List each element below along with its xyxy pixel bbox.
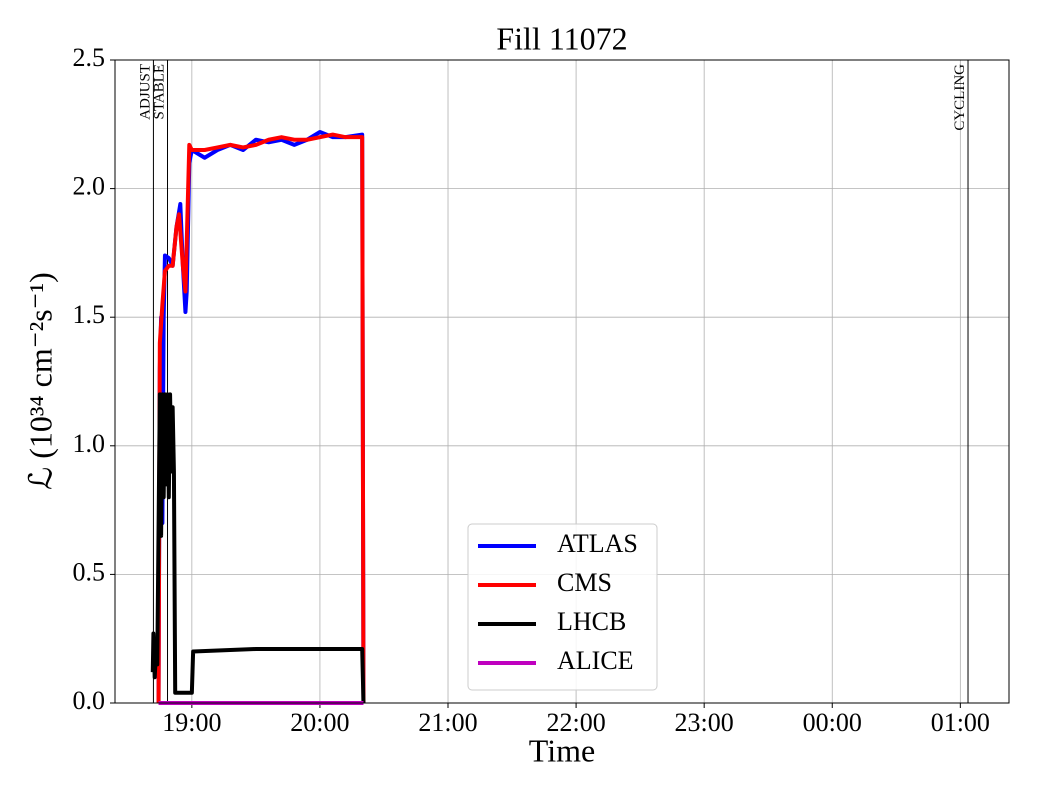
x-tick-label: 01:00 bbox=[931, 708, 990, 737]
series-line bbox=[156, 132, 366, 704]
legend-label: ALICE bbox=[557, 646, 634, 675]
x-axis-label: Time bbox=[529, 732, 595, 768]
chart-title: Fill 11072 bbox=[496, 20, 627, 56]
x-tick-label: 00:00 bbox=[803, 708, 862, 737]
x-tick-label: 21:00 bbox=[418, 708, 477, 737]
x-tick-label: 19:00 bbox=[162, 708, 221, 737]
x-tick-label: 20:00 bbox=[290, 708, 349, 737]
y-tick-label: 0.5 bbox=[73, 557, 106, 586]
y-axis-label: ℒ (10³⁴ cm⁻²s⁻¹) bbox=[22, 272, 58, 490]
event-label: ADJUST bbox=[137, 64, 153, 120]
series-line bbox=[150, 392, 366, 704]
y-tick-label: 0.0 bbox=[73, 686, 106, 715]
x-tick-label: 23:00 bbox=[675, 708, 734, 737]
legend-label: LHCB bbox=[557, 607, 626, 636]
plot-frame bbox=[114, 59, 1010, 704]
event-label: STABLE bbox=[152, 64, 168, 119]
legend-box bbox=[467, 523, 658, 691]
legend-label: ATLAS bbox=[557, 529, 638, 558]
event-label: CYCLING bbox=[952, 64, 968, 131]
y-tick-label: 2.0 bbox=[73, 172, 106, 201]
x-tick-label: 22:00 bbox=[546, 708, 605, 737]
y-tick-label: 1.0 bbox=[73, 429, 106, 458]
y-tick-label: 1.5 bbox=[73, 300, 106, 329]
legend: ATLAS CMS LHCB ALICE bbox=[467, 523, 658, 691]
legend-label: CMS bbox=[557, 568, 612, 597]
y-tick-label: 2.5 bbox=[73, 43, 106, 72]
